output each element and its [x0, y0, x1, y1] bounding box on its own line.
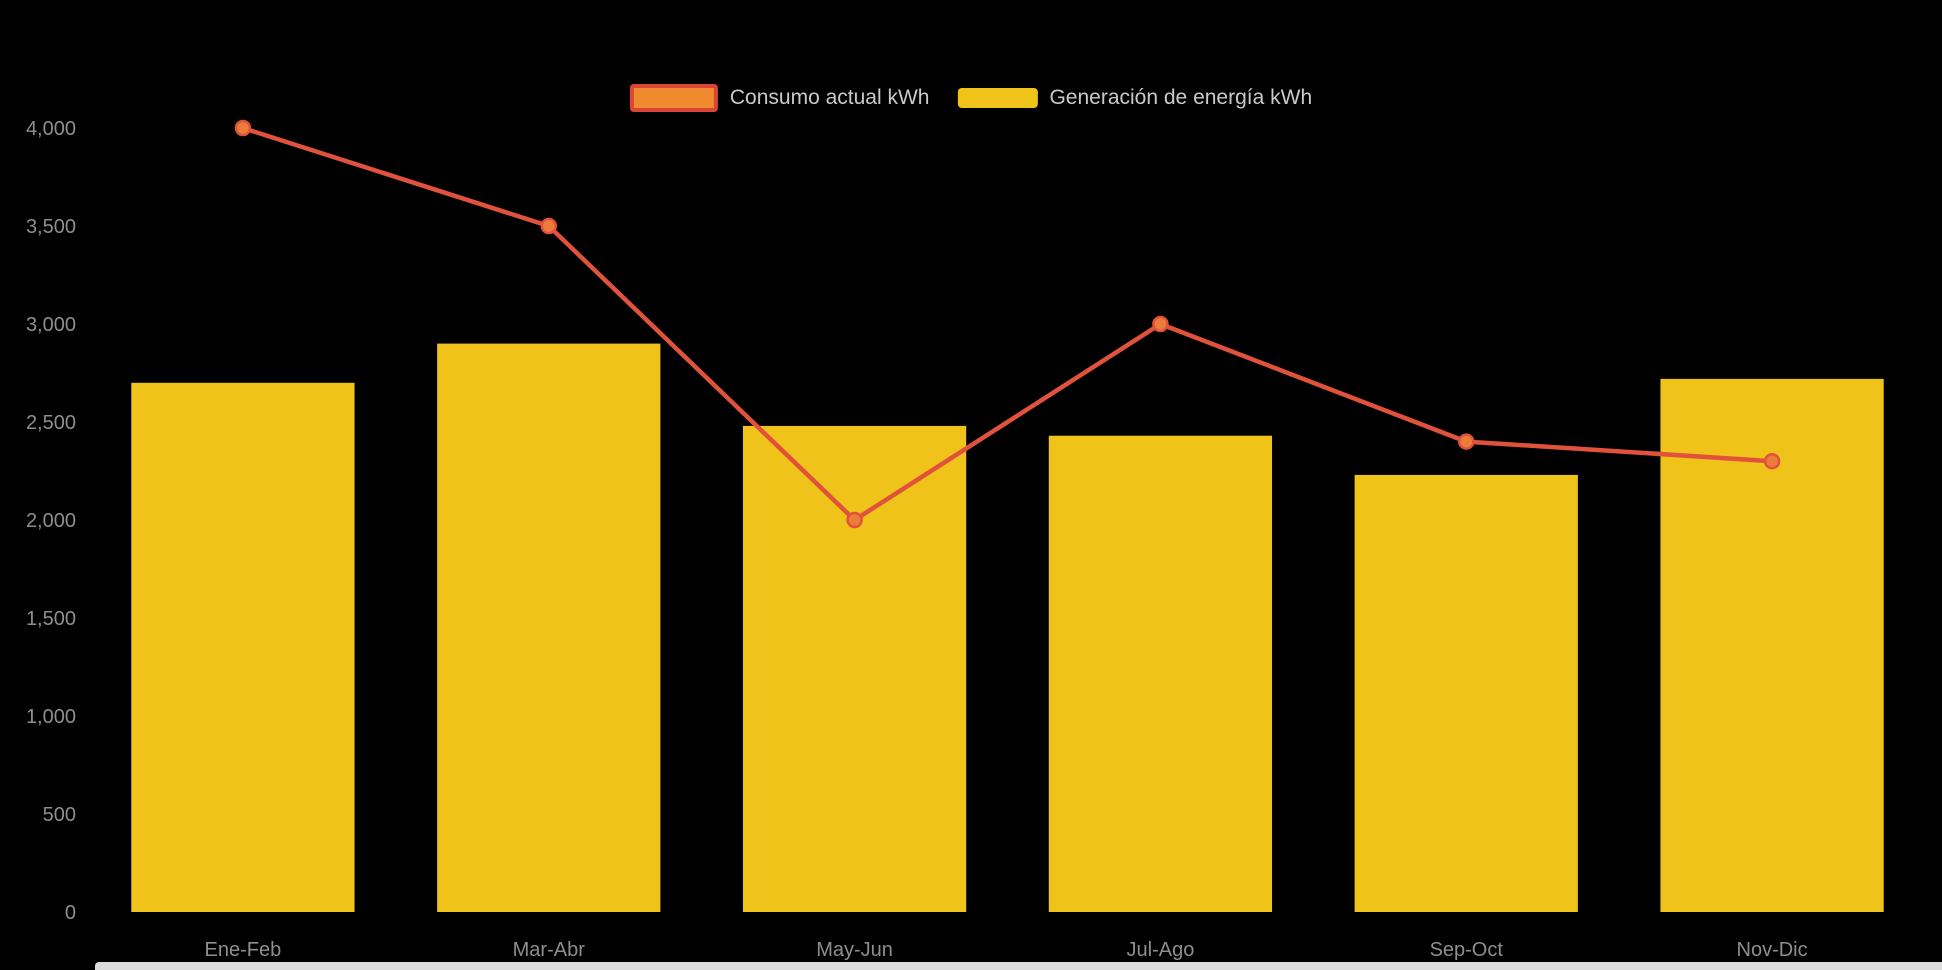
bottom-edge-strip [95, 962, 1942, 970]
generacion-bar-Ene-Feb [131, 382, 355, 912]
generacion-swatch-icon [957, 88, 1038, 108]
y-axis-tick-label: 2,500 [26, 412, 76, 434]
y-axis-tick-label: 3,500 [26, 216, 76, 238]
legend-label-generacion: Generación de energía kWh [1049, 86, 1313, 109]
y-axis-tick-label: 0 [65, 902, 76, 924]
legend-item-consumo[interactable]: Consumo actual kWh [629, 84, 930, 112]
y-axis-tick-label: 4,000 [26, 118, 76, 140]
generacion-bar-May-Jun [742, 425, 967, 912]
y-axis-tick-label: 1,000 [26, 706, 76, 728]
legend-item-generacion[interactable]: Generación de energía kWh [957, 86, 1312, 110]
x-axis-category-label: Mar-Abr [513, 939, 586, 961]
y-axis-tick-label: 1,500 [26, 608, 76, 630]
chart-legend: Consumo actual kWh Generación de energía… [629, 84, 1312, 112]
consumo-line-marker-Jul-Ago [1152, 315, 1169, 333]
consumo-line-marker-Sep-Oct [1458, 433, 1475, 450]
y-axis-tick-label: 2,000 [26, 510, 76, 532]
consumo-line-marker-Mar-Abr [540, 217, 557, 235]
consumo-line-marker-May-Jun [846, 511, 863, 529]
consumo-line-marker-Ene-Feb [234, 119, 252, 137]
x-axis-category-label: Sep-Oct [1430, 939, 1504, 961]
y-axis-tick-label: 3,000 [26, 314, 76, 336]
consumo-line [240, 125, 1775, 523]
legend-label-consumo: Consumo actual kWh [729, 86, 930, 109]
x-axis-category-label: Ene-Feb [205, 939, 282, 961]
consumo-line-marker-Nov-Dic [1763, 452, 1781, 470]
x-axis-category-label: Nov-Dic [1737, 939, 1808, 961]
y-axis-tick-label: 500 [43, 804, 76, 826]
generacion-bar-Sep-Oct [1354, 474, 1578, 912]
generacion-bar-Mar-Abr [437, 343, 661, 913]
x-axis-category-label: Jul-Ago [1127, 939, 1195, 961]
consumo-swatch-icon [629, 84, 718, 112]
x-axis-category-label: May-Jun [816, 939, 893, 961]
generacion-bar-Jul-Ago [1048, 435, 1273, 912]
